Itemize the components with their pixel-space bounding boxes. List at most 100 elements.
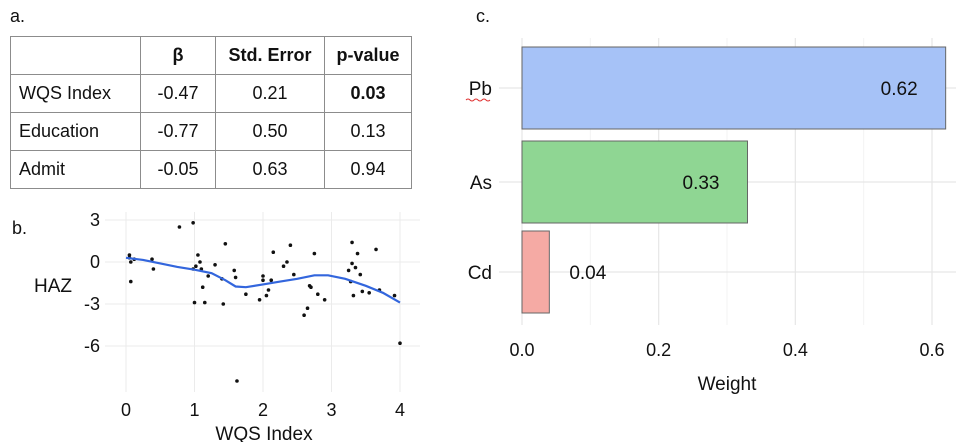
bar-xtick-label: 0.2 xyxy=(646,340,671,360)
scatter-ytick-label: 0 xyxy=(90,252,100,272)
scatter-point xyxy=(194,264,198,269)
scatter-point xyxy=(261,274,265,278)
scatter-point xyxy=(392,293,397,298)
scatter-xtick-label: 4 xyxy=(395,400,405,420)
scatter-point xyxy=(350,261,354,266)
scatter-point xyxy=(150,257,154,262)
scatter-point xyxy=(269,278,274,283)
scatter-point xyxy=(244,292,248,297)
scatter-point xyxy=(302,313,306,318)
scatter-point xyxy=(398,341,402,346)
bar-category-label: Cd xyxy=(468,263,492,284)
table-header-row: β Std. Error p-value xyxy=(10,36,412,75)
scatter-point xyxy=(257,298,262,302)
bar-category-label: Pb xyxy=(469,79,492,100)
bar-xlabel: Weight xyxy=(698,374,758,395)
bar-category-label: As xyxy=(470,173,492,194)
scatter-axes: 0 1 2 3 4 3 0 -3 -6 xyxy=(84,210,405,420)
scatter-point xyxy=(322,298,327,302)
scatter-ytick-label: -3 xyxy=(84,294,100,314)
table-cell: -0.05 xyxy=(140,150,216,189)
scatter-point xyxy=(271,250,276,254)
scatter-point xyxy=(128,279,133,284)
bar-value-label: 0.04 xyxy=(569,263,606,284)
table-cell: 0.50 xyxy=(215,112,325,151)
scatter-point xyxy=(305,306,310,311)
scatter-xlabel: WQS Index xyxy=(215,424,313,442)
scatter-point xyxy=(316,292,320,297)
panel-label-b: b. xyxy=(12,218,28,238)
table-cell: 0.63 xyxy=(215,150,325,189)
scatter-point xyxy=(351,293,356,298)
scatter-xtick-label: 3 xyxy=(326,400,336,420)
bar-pb xyxy=(521,46,947,130)
scatter-point xyxy=(285,260,289,264)
scatter-ytick-label: -6 xyxy=(84,336,100,356)
scatter-point xyxy=(374,247,378,252)
table-cell: WQS Index xyxy=(10,74,141,113)
bar-xtick-label: 0.6 xyxy=(919,340,944,360)
panel-label-c: c. xyxy=(476,6,491,26)
scatter-point xyxy=(196,253,200,257)
scatter-point xyxy=(151,267,156,271)
table-header-cell: Std. Error xyxy=(215,36,325,75)
scatter-point xyxy=(353,265,358,270)
scatter-point xyxy=(206,274,210,278)
scatter-point xyxy=(192,300,197,305)
scatter-point xyxy=(261,278,265,283)
regression-table: β Std. Error p-value WQS Index -0.47 0.2… xyxy=(10,36,412,189)
table-row: Education -0.77 0.50 0.13 xyxy=(10,112,412,151)
scatter-point xyxy=(264,293,269,298)
scatter-point xyxy=(266,288,271,292)
table-header-cell: p-value xyxy=(324,36,412,75)
bar-xtick-label: 0.0 xyxy=(509,340,534,360)
scatter-point xyxy=(281,264,286,269)
scatter-point xyxy=(367,291,371,295)
scatter-point xyxy=(350,240,354,245)
scatter-smooth-line xyxy=(125,256,401,304)
scatter-point xyxy=(346,268,351,273)
scatter-xtick-label: 2 xyxy=(258,400,268,420)
scatter-point xyxy=(309,285,313,290)
scatter-point xyxy=(200,285,205,290)
scatter-point xyxy=(312,251,317,256)
scatter-point xyxy=(233,275,238,280)
bar-as xyxy=(521,140,748,224)
scatter-point xyxy=(198,260,202,264)
scatter-point xyxy=(177,225,182,229)
bar-axes: Pb As Cd 0.0 0.2 0.4 0.6 xyxy=(465,79,945,360)
bar-cd xyxy=(521,230,550,314)
scatter-point xyxy=(235,379,239,383)
scatter-ylabel: HAZ xyxy=(34,276,72,297)
scatter-point xyxy=(221,302,226,306)
spellcheck-underline xyxy=(465,98,491,102)
bar-value-label: 0.62 xyxy=(881,79,918,100)
scatter-point xyxy=(292,272,296,277)
scatter-point xyxy=(288,243,293,247)
scatter-point xyxy=(232,268,237,273)
scatter-ytick-label: 3 xyxy=(90,210,100,230)
bar-bars: 0.62 0.33 0.04 xyxy=(521,46,947,314)
scatter-point xyxy=(358,272,363,277)
scatter-xtick-label: 1 xyxy=(189,400,199,420)
table-cell: -0.77 xyxy=(140,112,216,151)
table-cell: 0.13 xyxy=(324,112,412,151)
scatter-point xyxy=(223,242,228,246)
table-row: Admit -0.05 0.63 0.94 xyxy=(10,150,412,189)
table-cell: -0.47 xyxy=(140,74,216,113)
scatter-point xyxy=(127,253,132,257)
table-cell: 0.94 xyxy=(324,150,412,189)
scatter-point xyxy=(191,221,195,225)
scatter-xtick-label: 0 xyxy=(121,400,131,420)
smooth-line xyxy=(125,256,401,304)
scatter-point xyxy=(202,300,207,305)
scatter-point xyxy=(213,263,217,267)
panel-label-a: a. xyxy=(10,6,26,26)
scatter-point xyxy=(128,260,133,264)
bar-value-label: 0.33 xyxy=(683,173,720,194)
scatter-point xyxy=(360,289,365,294)
bar-xtick-label: 0.4 xyxy=(783,340,808,360)
scatter-point xyxy=(355,251,360,256)
